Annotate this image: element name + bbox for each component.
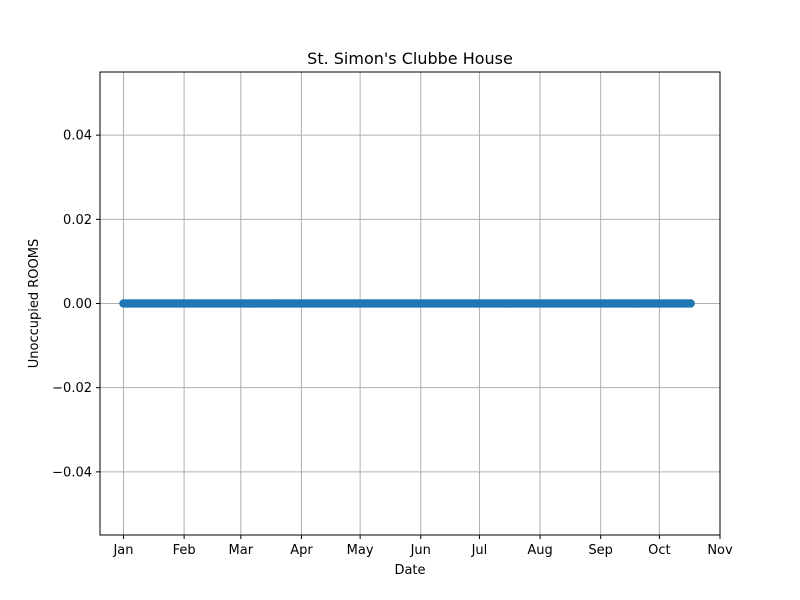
y-tick-label: 0.02 — [63, 213, 92, 228]
x-tick-label: Jun — [410, 543, 431, 558]
x-tick-label: Aug — [527, 543, 552, 558]
y-ticks: 0.04 0.02 0.00 −0.02 −0.04 — [52, 129, 100, 480]
y-tick-label: −0.04 — [52, 465, 92, 480]
x-tick-label: Oct — [648, 543, 670, 558]
y-tick-label: 0.00 — [63, 297, 92, 312]
x-tick-label: Jul — [471, 543, 488, 558]
y-tick-label: −0.02 — [52, 381, 92, 396]
x-tick-label: Nov — [707, 543, 733, 558]
x-tick-label: Mar — [229, 543, 254, 558]
y-axis-label: Unoccupied ROOMS — [27, 239, 42, 368]
x-tick-label: Sep — [588, 543, 613, 558]
x-axis-label: Date — [394, 563, 425, 578]
x-tick-label: Apr — [290, 543, 313, 558]
points-layer — [119, 299, 695, 308]
x-ticks: Jan Feb Mar Apr May Jun Jul Aug Sep Oct Nov — [112, 535, 733, 558]
x-tick-label: May — [347, 543, 374, 558]
x-tick-label: Jan — [112, 543, 133, 558]
y-tick-label: 0.04 — [63, 129, 92, 144]
x-tick-label: Feb — [173, 543, 196, 558]
chart-title: St. Simon's Clubbe House — [307, 49, 513, 68]
data-point — [686, 299, 695, 308]
